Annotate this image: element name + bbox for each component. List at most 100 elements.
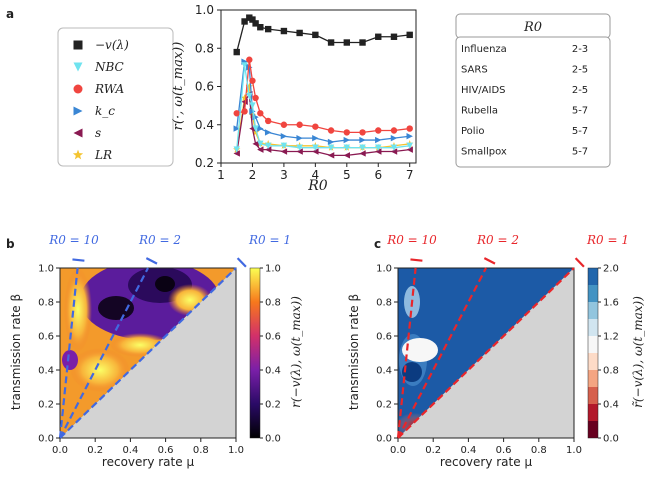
xtick-label-4: 0.8 [531,445,547,456]
legend-marker-0 [73,40,83,50]
data-point [233,48,240,56]
line-xtick-label-0: 1 [217,168,225,182]
colorbar-c-segment-3 [588,370,598,387]
r0-row-disease-5: Smallpox [461,147,507,158]
reference-line-2 [397,267,575,439]
data-point [249,16,256,23]
data-point [264,146,272,153]
xtick-label-4: 0.8 [193,445,209,456]
reference-cap-1 [145,257,158,265]
data-point [343,129,351,136]
colorbar-c-tick-label-5: 2.0 [603,264,619,275]
series-−v(λ) [233,14,413,56]
data-point [390,144,398,151]
r0-table-body-frame [455,36,611,168]
heatmap-c-region-white [402,338,438,362]
r0-row-range-4: 5-7 [572,126,588,137]
colorbar-b [249,267,261,439]
series-line [236,59,410,134]
data-point [406,133,413,140]
ytick-label-2: 0.4 [38,366,54,377]
colorbar-b-tick-label-1: 0.2 [265,400,281,411]
data-point [375,33,382,40]
data-point [390,134,398,142]
r0-table-rows: Influenza 2-3 SARS 2-5 HIV/AIDS 2-5 Rubella 5-7… [461,44,588,158]
data-point [280,133,288,140]
xtick-label-1: 0.2 [425,445,441,456]
data-point [264,25,272,33]
colorbar-c-segment-7 [588,302,598,319]
reference-label-1: R0 = 2 [138,233,181,247]
data-point [251,128,260,136]
data-point [252,94,259,102]
line-ytick-label-3: 0.8 [195,41,214,55]
data-point [233,110,240,117]
series-line [236,65,410,150]
data-point [246,56,253,63]
data-point [249,77,256,84]
reference-label-2: R0 = 1 [248,233,291,247]
colorbar-c-tick-label-2: 0.8 [603,366,619,377]
data-point [296,134,303,142]
data-point [264,142,272,149]
data-point [280,142,288,149]
reference-line-2 [59,267,237,439]
data-point [246,92,253,100]
data-point [233,150,240,157]
ytick-label-5: 1.0 [38,264,54,275]
data-point [375,148,382,155]
data-point [312,134,319,142]
legend-label-1: NBC [94,60,124,74]
r0-row-disease-2: HIV/AIDS [461,85,506,96]
colorbar-b-tick-label-2: 0.4 [265,366,281,377]
heatmap-b-ylabel: transmission rate β [9,294,23,410]
series-line [236,60,410,143]
data-point [343,136,351,144]
reference-cap-0 [72,258,85,262]
colorbar-b-ticks: 0.0 0.2 0.4 0.6 0.8 1.0 [260,264,281,445]
heatmap-b-region-yellow-mid [70,348,130,392]
colorbar-b-tick-label-5: 1.0 [265,264,281,275]
heatmap-b-region-yellow-left [64,268,92,352]
legend-marker-5 [72,149,84,160]
r0-row-range-1: 2-5 [572,65,588,76]
xtick-label-0: 0.0 [52,445,68,456]
line-xtick-label-3: 4 [312,168,320,182]
data-point [375,144,382,151]
line-chart-series [233,14,414,159]
data-point [252,140,259,148]
data-point [327,144,335,151]
data-point [233,125,240,132]
data-point [264,117,272,125]
xtick-label-3: 0.6 [158,445,174,456]
heatmap-c-ticks: 0.0 0.2 0.4 0.6 0.8 1.0 0.0 0.2 0.4 0.6 0.8 1.0 [376,264,582,457]
line-xtick-label-1: 2 [249,168,257,182]
heatmap-b-region-spot [62,350,78,370]
legend-label-0: −v(λ) [95,38,129,52]
data-point [406,31,413,39]
data-point [343,152,351,159]
heatmap-c-region-dark [402,362,422,382]
reference-label-2: R0 = 1 [586,233,629,247]
data-point [327,152,335,159]
line-ytick-label-4: 1.0 [195,3,214,17]
data-point [359,150,366,157]
data-point [312,123,319,130]
legend-items: −v(λ) NBC RWA k_cs LR [72,38,129,162]
data-point [312,148,319,155]
colorbar-c-frame [587,267,599,439]
r0-row-disease-3: Rubella [461,106,498,117]
data-point [257,140,264,148]
heatmap-b-region-darkest [98,296,134,320]
legend-label-4: s [95,126,101,140]
series-NBC [233,62,413,153]
colorbar-c-ticks: 0.0 0.4 0.8 1.2 1.6 2.0 [598,264,619,445]
data-point [296,148,303,155]
ytick-label-5: 1.0 [376,264,392,275]
heatmap-b-ticks: 0.0 0.2 0.4 0.6 0.8 1.0 0.0 0.2 0.4 0.6 0.8 1.0 [38,264,244,457]
xtick-label-3: 0.6 [496,445,512,456]
line-xtick-label-4: 5 [343,168,351,182]
data-point [280,121,288,128]
legend-marker-2 [73,84,83,94]
